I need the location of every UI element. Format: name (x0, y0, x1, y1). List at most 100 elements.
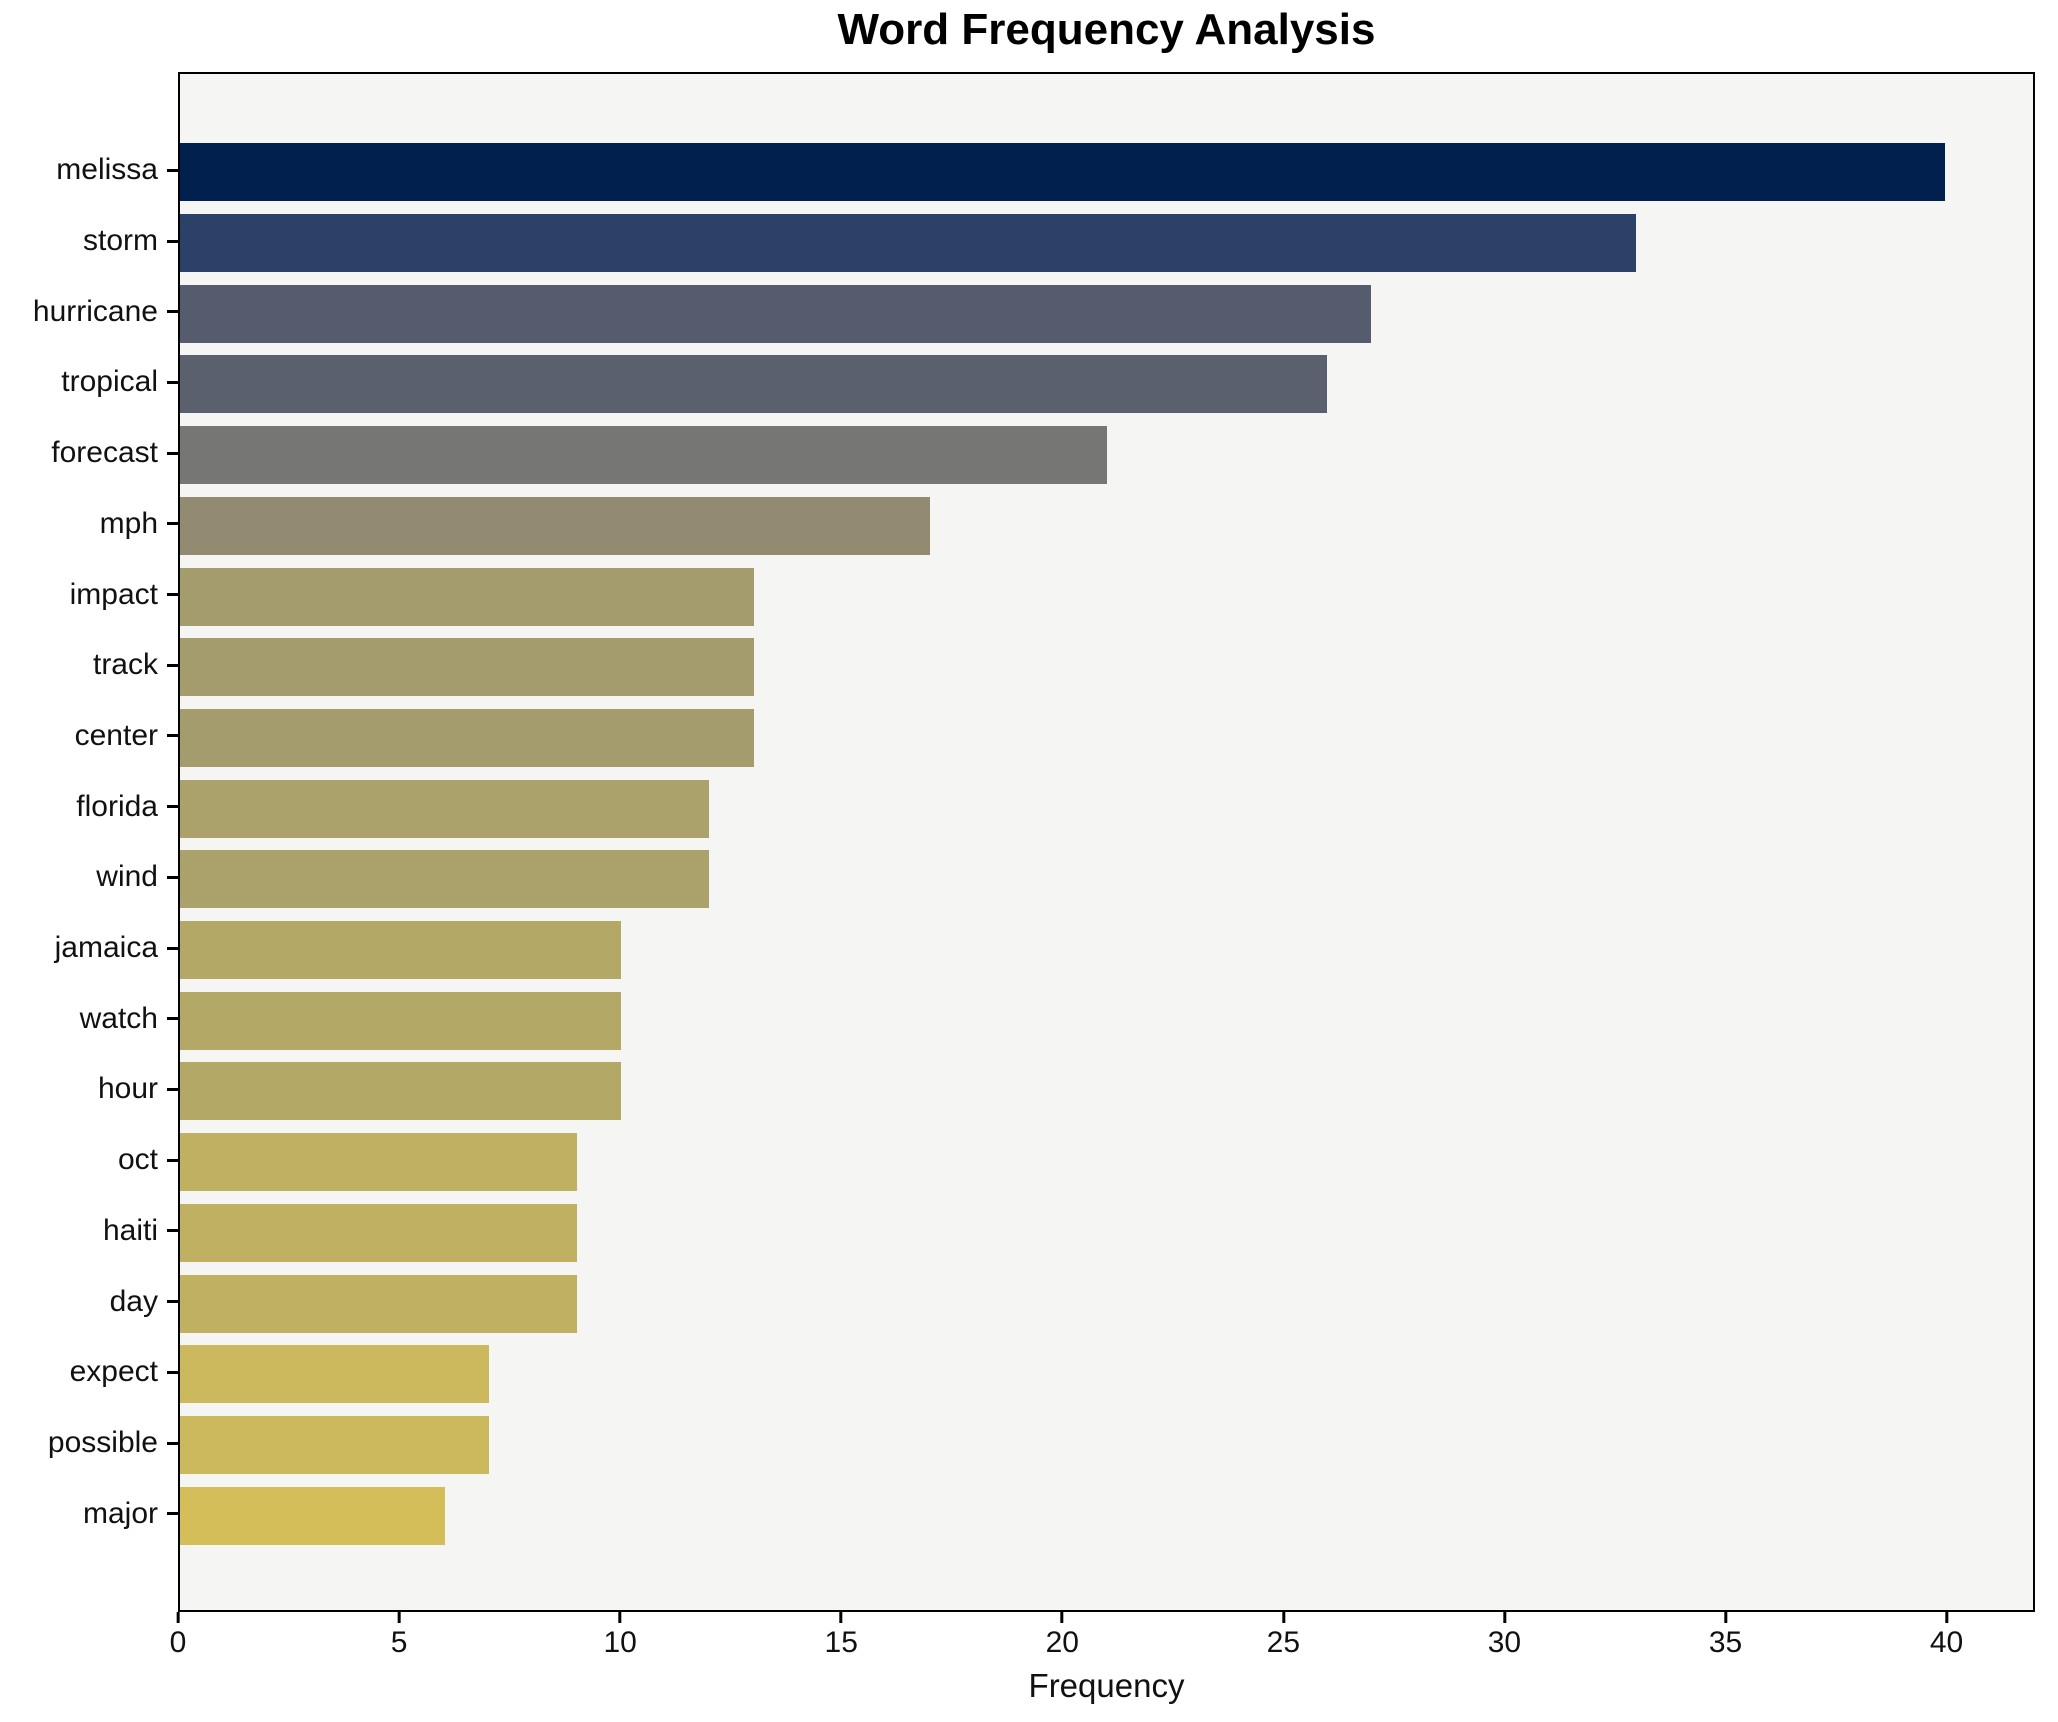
bar-center (180, 708, 754, 767)
x-tick-mark (397, 1612, 401, 1623)
bar-tropical (180, 355, 1328, 414)
bar-hour (180, 1062, 622, 1121)
y-tick-mark (167, 875, 178, 879)
bar-watch (180, 991, 622, 1050)
x-tick-label: 0 (169, 1626, 187, 1659)
y-tick-row: melissa (0, 135, 178, 206)
x-tick-mark (1060, 1612, 1064, 1623)
y-tick-row: haiti (0, 1196, 178, 1267)
bar-hurricane (180, 284, 1372, 343)
bar-row (180, 1056, 2033, 1127)
bar-row (180, 208, 2033, 279)
bar-row (180, 137, 2033, 208)
bar-row (180, 1480, 2033, 1551)
y-tick-row: florida (0, 771, 178, 842)
bar-impact (180, 567, 754, 626)
y-tick-row: jamaica (0, 913, 178, 984)
y-tick-label: track (92, 648, 158, 682)
y-tick-row: mph (0, 489, 178, 560)
y-tick-row: track (0, 630, 178, 701)
x-tick-mark (618, 1612, 622, 1623)
x-tick-label: 25 (1266, 1626, 1301, 1659)
bar-track (180, 638, 754, 697)
y-tick-mark (167, 734, 178, 738)
bar-jamaica (180, 921, 622, 980)
bar-row (180, 773, 2033, 844)
bar-row (180, 1410, 2033, 1481)
y-tick-mark (167, 1441, 178, 1445)
x-tick-mark (839, 1612, 843, 1623)
chart-title: Word Frequency Analysis (837, 5, 1376, 54)
y-tick-label: mph (99, 506, 158, 540)
x-tick: 0 (169, 1612, 187, 1659)
y-tick-label: florida (76, 789, 158, 823)
y-tick-mark (167, 1087, 178, 1091)
x-tick-label: 35 (1708, 1626, 1743, 1659)
y-tick-mark (167, 1017, 178, 1021)
y-tick-mark (167, 380, 178, 384)
x-axis-title: Frequency (1028, 1667, 1185, 1704)
bar-haiti (180, 1203, 578, 1262)
bar-row (180, 1268, 2033, 1339)
y-tick-mark (167, 310, 178, 314)
y-tick-label: watch (79, 1001, 158, 1035)
y-tick-mark (167, 239, 178, 243)
bar-florida (180, 779, 710, 838)
bar-major (180, 1486, 445, 1545)
y-tick-mark (167, 1300, 178, 1304)
bar-row (180, 703, 2033, 774)
x-tick-mark (1724, 1612, 1727, 1623)
y-tick-label: haiti (102, 1213, 158, 1247)
y-tick-label: major (82, 1496, 158, 1530)
y-tick-mark (167, 1370, 178, 1374)
y-tick-row: expect (0, 1337, 178, 1408)
y-tick-label: melissa (56, 153, 158, 187)
plot-area (178, 72, 2035, 1612)
x-tick: 20 (1046, 1612, 1079, 1658)
bar-row (180, 561, 2033, 632)
bars-container (180, 137, 2033, 1551)
y-tick-row: wind (0, 842, 178, 913)
y-tick-row: day (0, 1266, 178, 1337)
y-tick-row: forecast (0, 418, 178, 489)
y-tick-label: tropical (61, 365, 158, 399)
x-tick-label: 15 (824, 1626, 858, 1659)
bar-row (180, 1339, 2033, 1410)
y-tick-label: impact (69, 577, 158, 611)
y-tick-row: tropical (0, 347, 178, 418)
y-tick-label: day (109, 1284, 158, 1318)
bar-oct (180, 1133, 578, 1192)
y-tick-row: watch (0, 983, 178, 1054)
y-tick-label: expect (69, 1355, 158, 1389)
y-tick-label: forecast (51, 436, 158, 470)
y-tick-row: possible (0, 1408, 178, 1479)
bar-possible (180, 1416, 489, 1474)
x-tick-mark (176, 1612, 180, 1623)
bar-row (180, 349, 2033, 420)
y-tick-mark (167, 1229, 178, 1233)
y-axis-labels: melissa storm hurricane tropical forecast mph… (0, 135, 178, 1549)
y-tick-row: center (0, 701, 178, 772)
bar-row (180, 915, 2033, 986)
bar-row (180, 632, 2033, 703)
y-tick-row: hour (0, 1054, 178, 1125)
x-tick-label: 10 (603, 1626, 637, 1659)
y-tick-mark (167, 805, 178, 809)
x-tick: 30 (1488, 1612, 1521, 1658)
x-tick: 5 (390, 1612, 408, 1659)
x-tick-label: 5 (390, 1626, 408, 1659)
bar-row (180, 420, 2033, 491)
bar-forecast (180, 426, 1107, 485)
bar-melissa (180, 143, 1945, 202)
x-tick-mark (1945, 1612, 1949, 1623)
y-tick-label: hurricane (32, 294, 158, 328)
x-tick: 10 (603, 1612, 637, 1659)
x-tick-mark (1281, 1612, 1285, 1623)
y-tick-row: hurricane (0, 276, 178, 347)
x-tick-label: 30 (1487, 1626, 1522, 1659)
bar-wind (180, 850, 710, 909)
bar-storm (180, 214, 1636, 273)
y-tick-label: jamaica (54, 931, 158, 965)
bar-row (180, 491, 2033, 562)
